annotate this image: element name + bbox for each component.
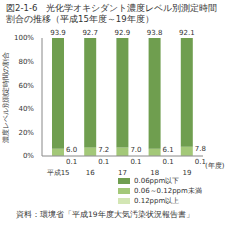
html-text:0.12ppm以上: 0.12ppm以上: [134, 197, 180, 205]
svg-text:0.1: 0.1: [163, 158, 174, 166]
svg-text:92.7: 92.7: [82, 29, 98, 37]
svg-text:93.9: 93.9: [50, 29, 66, 37]
svg-text:0%: 0%: [23, 152, 34, 160]
svg-text:濃度レベル別測定時間の割合: 濃度レベル別測定時間の割合: [8, 52, 10, 143]
svg-text:92.1: 92.1: [179, 29, 195, 37]
html-text:図2-1-6 光化学オキシダント濃度レベル別測定時間割合の推: 図2-1-6 光化学オキシダント濃度レベル別測定時間割合の推移（平成15年度～1…: [6, 3, 218, 24]
svg-text:20%: 20%: [18, 129, 34, 137]
svg-text:100%: 100%: [14, 34, 34, 42]
svg-text:40%: 40%: [18, 105, 34, 113]
html-text:0.06～0.12ppm未満: 0.06～0.12ppm未満: [134, 187, 202, 195]
svg-text:60%: 60%: [18, 82, 34, 90]
svg-text:92.9: 92.9: [115, 29, 131, 37]
svg-text:18: 18: [150, 169, 159, 176]
svg-text:7.0: 7.0: [130, 146, 141, 154]
svg-text:平成15: 平成15: [47, 169, 70, 176]
svg-text:0.1: 0.1: [195, 158, 206, 166]
svg-text:0.1: 0.1: [98, 158, 109, 166]
html-text:資料：環境省「平成19年度大気汚染状況報告書」: 資料：環境省「平成19年度大気汚染状況報告書」: [16, 210, 194, 219]
svg-text:93.8: 93.8: [147, 29, 163, 37]
svg-text:(年度): (年度): [205, 162, 221, 170]
svg-text:19: 19: [182, 169, 191, 176]
svg-text:0.1: 0.1: [130, 158, 141, 166]
svg-text:7.2: 7.2: [98, 146, 109, 154]
svg-text:7.8: 7.8: [195, 145, 206, 153]
svg-text:0.1: 0.1: [66, 158, 77, 166]
html-text:0.06ppm以下: 0.06ppm以下: [134, 177, 180, 185]
svg-text:17: 17: [118, 169, 127, 176]
svg-text:6.0: 6.0: [66, 146, 77, 154]
svg-text:6.1: 6.1: [163, 146, 174, 154]
svg-text:16: 16: [86, 169, 95, 176]
svg-text:80%: 80%: [18, 58, 34, 66]
